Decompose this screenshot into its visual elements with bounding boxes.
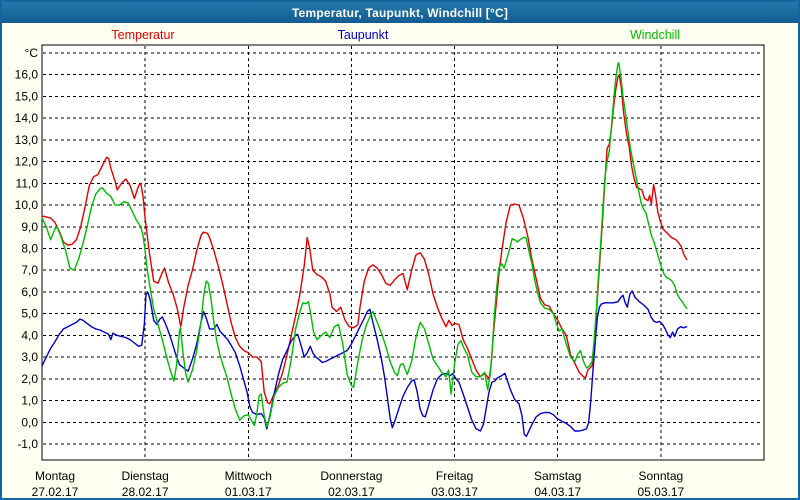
y-tick-label: 8,0 bbox=[21, 242, 38, 256]
x-date-label: 27.02.17 bbox=[32, 485, 79, 499]
y-tick-label: 2,0 bbox=[21, 372, 38, 386]
x-day-label: Sonntag bbox=[638, 469, 683, 483]
y-tick-label: 14,0 bbox=[15, 111, 39, 125]
legend-taupunkt: Taupunkt bbox=[338, 28, 389, 42]
x-date-label: 01.03.17 bbox=[225, 485, 272, 499]
y-tick-label: 16,0 bbox=[15, 68, 39, 82]
x-date-label: 28.02.17 bbox=[122, 485, 169, 499]
y-tick-label: 3,0 bbox=[21, 350, 38, 364]
x-day-label: Samstag bbox=[534, 469, 581, 483]
x-date-label: 02.03.17 bbox=[328, 485, 375, 499]
x-date-label: 04.03.17 bbox=[534, 485, 581, 499]
x-day-label: Dienstag bbox=[121, 469, 168, 483]
y-tick-label: 11,0 bbox=[16, 176, 39, 190]
x-date-label: 03.03.17 bbox=[431, 485, 478, 499]
legend-windchill: Windchill bbox=[630, 28, 680, 42]
x-date-label: 05.03.17 bbox=[637, 485, 684, 499]
window-titlebar: Temperatur, Taupunkt, Windchill [°C] bbox=[2, 2, 798, 23]
y-tick-label: -1,0 bbox=[17, 437, 38, 451]
series-windchill bbox=[41, 62, 688, 428]
y-tick-label: 4,0 bbox=[21, 328, 38, 342]
series-taupunkt bbox=[41, 290, 688, 438]
x-day-label: Mittwoch bbox=[225, 469, 272, 483]
y-axis-unit-label: °C bbox=[25, 46, 39, 60]
y-tick-label: 1,0 bbox=[21, 394, 38, 408]
y-tick-label: 15,0 bbox=[15, 89, 39, 103]
plot-area bbox=[41, 44, 765, 461]
x-day-label: Montag bbox=[35, 469, 75, 483]
y-tick-label: 12,0 bbox=[15, 155, 39, 169]
y-tick-label: 5,0 bbox=[21, 307, 38, 321]
y-tick-label: 10,0 bbox=[15, 198, 39, 212]
x-day-label: Donnerstag bbox=[320, 469, 382, 483]
legend-temperatur: Temperatur bbox=[111, 28, 174, 42]
window-title: Temperatur, Taupunkt, Windchill [°C] bbox=[291, 5, 509, 20]
y-tick-label: 13,0 bbox=[15, 133, 39, 147]
y-tick-label: 9,0 bbox=[21, 220, 38, 234]
x-day-label: Freitag bbox=[436, 469, 473, 483]
y-tick-label: 6,0 bbox=[21, 285, 38, 299]
y-tick-label: 7,0 bbox=[21, 263, 38, 277]
y-tick-label: 0,0 bbox=[21, 415, 38, 429]
